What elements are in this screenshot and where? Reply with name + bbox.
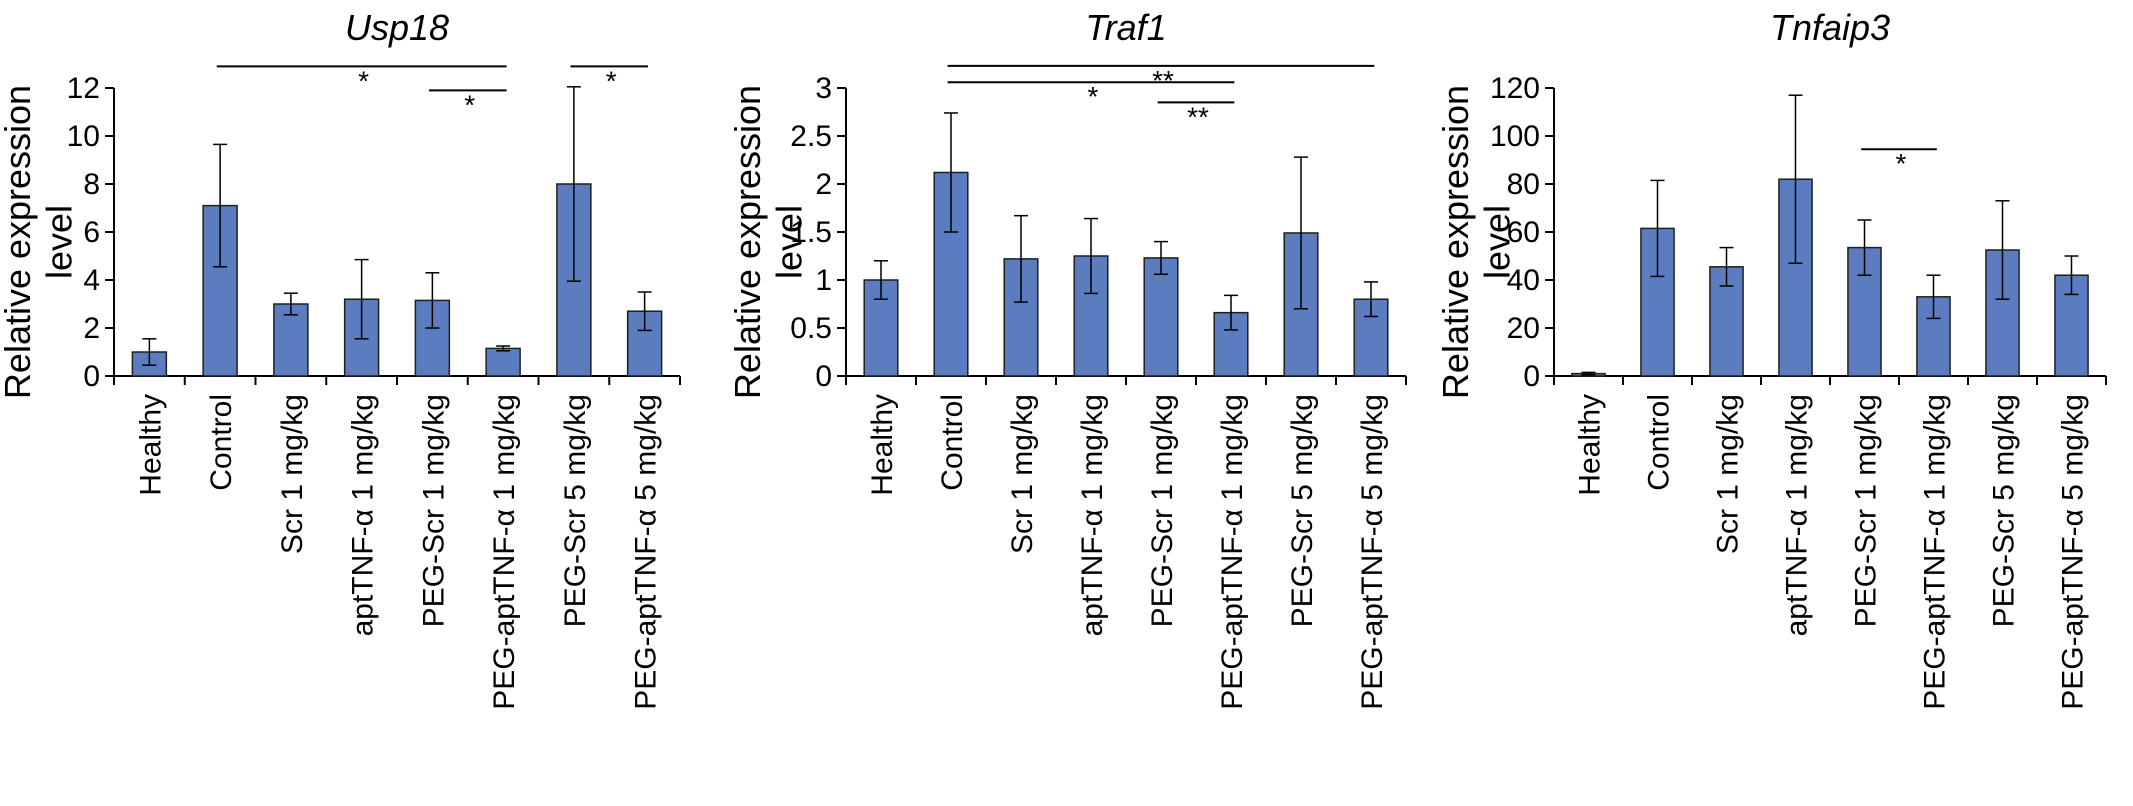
x-category-label: Healthy xyxy=(1574,394,1607,496)
x-category-label: PEG-aptTNF-α 1 mg/kg xyxy=(488,394,521,710)
x-category-label: Scr 1 mg/kg xyxy=(1712,394,1745,554)
x-category-label: PEG-aptTNF-α 5 mg/kg xyxy=(1356,394,1389,710)
y-tick-label: 2 xyxy=(83,312,100,345)
chart-title: Usp18 xyxy=(345,7,449,48)
x-category-label: Scr 1 mg/kg xyxy=(276,394,309,554)
y-axis-label-line: Relative expression xyxy=(727,85,768,399)
y-tick-label: 1 xyxy=(815,264,832,297)
x-category-label: Scr 1 mg/kg xyxy=(1006,394,1039,554)
x-category-label: PEG-aptTNF-α 1 mg/kg xyxy=(1919,394,1952,710)
y-tick-label: 12 xyxy=(67,72,100,105)
y-axis-label-line: level xyxy=(1476,205,1517,279)
significance-label: * xyxy=(606,65,617,96)
y-tick-label: 120 xyxy=(1490,72,1540,105)
x-category-label: Control xyxy=(1643,394,1676,491)
y-tick-label: 0.5 xyxy=(790,312,832,345)
x-category-label: PEG-aptTNF-α 5 mg/kg xyxy=(630,394,663,710)
y-tick-label: 20 xyxy=(1507,312,1540,345)
x-category-label: Control xyxy=(936,394,969,491)
y-axis-label: Relative expressionlevel xyxy=(1435,85,1517,399)
x-category-label: Healthy xyxy=(134,394,167,496)
x-category-label: PEG-Scr 5 mg/kg xyxy=(1286,394,1319,627)
y-tick-label: 1.5 xyxy=(790,216,832,249)
x-category-label: PEG-aptTNF-α 1 mg/kg xyxy=(1216,394,1249,710)
significance-label: * xyxy=(1088,81,1099,112)
y-axis-label-line: level xyxy=(38,205,79,279)
y-tick-label: 0 xyxy=(1523,360,1540,393)
y-tick-label: 2.5 xyxy=(790,120,832,153)
y-tick-label: 0 xyxy=(83,360,100,393)
x-category-label: aptTNF-α 1 mg/kg xyxy=(1076,394,1109,636)
y-axis-label-line: Relative expression xyxy=(1435,85,1476,399)
y-tick-label: 10 xyxy=(67,120,100,153)
x-category-label: PEG-aptTNF-α 5 mg/kg xyxy=(2057,394,2090,710)
x-category-label: Healthy xyxy=(866,394,899,496)
significance-label: ** xyxy=(1152,65,1174,96)
x-category-label: Control xyxy=(205,394,238,491)
significance-label: * xyxy=(1896,148,1907,179)
x-category-label: PEG-Scr 5 mg/kg xyxy=(1988,394,2021,627)
y-tick-label: 100 xyxy=(1490,120,1540,153)
x-category-label: PEG-Scr 1 mg/kg xyxy=(1850,394,1883,627)
bar xyxy=(273,303,309,377)
x-category-label: PEG-Scr 1 mg/kg xyxy=(417,394,450,627)
bar xyxy=(485,347,521,377)
chart-title: Traf1 xyxy=(1085,7,1166,48)
significance-label: * xyxy=(358,65,369,96)
y-axis-label-line: level xyxy=(768,205,809,279)
chart-title: Tnfaip3 xyxy=(1770,7,1890,48)
y-tick-label: 4 xyxy=(83,264,100,297)
bar xyxy=(1143,257,1179,377)
y-tick-label: 6 xyxy=(83,216,100,249)
y-axis-label: Relative expressionlevel xyxy=(0,85,79,399)
y-tick-label: 40 xyxy=(1507,264,1540,297)
bar xyxy=(1213,311,1249,377)
x-category-label: PEG-Scr 1 mg/kg xyxy=(1146,394,1179,627)
y-tick-label: 3 xyxy=(815,72,832,105)
y-axis-label-line: Relative expression xyxy=(0,85,38,399)
y-axis-label: Relative expressionlevel xyxy=(727,85,809,399)
x-category-label: aptTNF-α 1 mg/kg xyxy=(347,394,380,636)
y-tick-label: 2 xyxy=(815,168,832,201)
x-category-label: PEG-Scr 5 mg/kg xyxy=(559,394,592,627)
significance-label: ** xyxy=(1187,101,1209,132)
y-tick-label: 8 xyxy=(83,168,100,201)
y-tick-label: 80 xyxy=(1507,168,1540,201)
significance-label: * xyxy=(464,89,475,120)
y-tick-label: 60 xyxy=(1507,216,1540,249)
y-tick-label: 0 xyxy=(815,360,832,393)
x-category-label: aptTNF-α 1 mg/kg xyxy=(1781,394,1814,636)
